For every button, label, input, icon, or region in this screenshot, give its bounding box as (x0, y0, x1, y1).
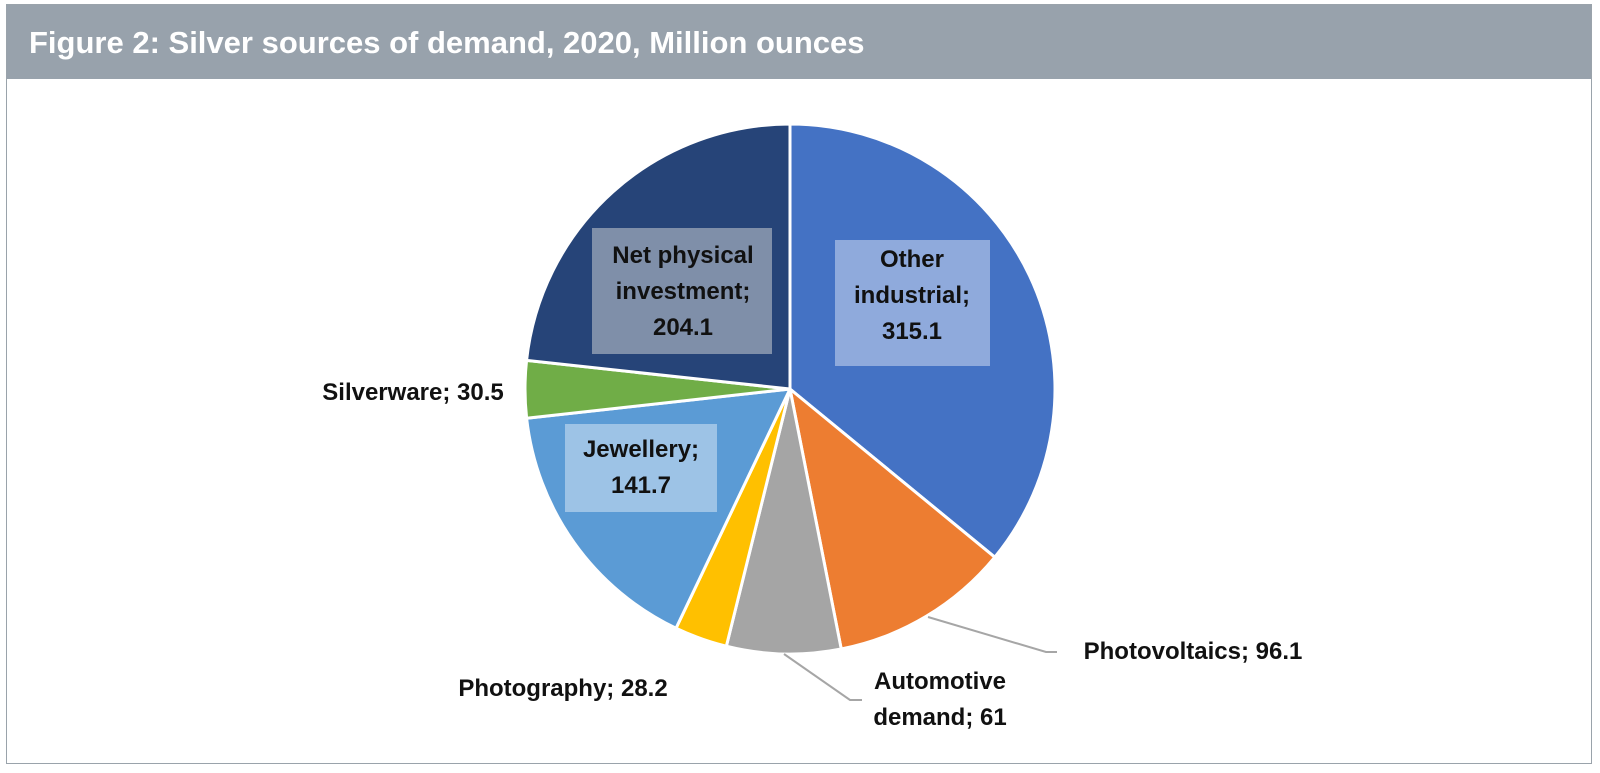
data-label-line: investment; (616, 278, 751, 305)
leader-lines-layer (783, 616, 1057, 701)
data-label-line: Photovoltaics; 96.1 (1084, 638, 1303, 665)
data-label-line: industrial; (854, 282, 970, 309)
chart-title: Figure 2: Silver sources of demand, 2020… (29, 25, 865, 60)
slices-layer (523, 122, 1057, 656)
data-label-line: Net physical (612, 242, 753, 269)
data-label-line: Jewellery; (583, 436, 699, 463)
data-label-line: 315.1 (882, 318, 942, 345)
leader-line-photovoltaics (927, 616, 1057, 653)
data-label-line: demand; 61 (873, 704, 1006, 731)
data-label-line: Photography; 28.2 (458, 675, 667, 702)
data-label-jewellery: Jewellery; 141.7 (583, 436, 699, 499)
data-label-automotive-demand: Automotive demand; 61 (873, 668, 1006, 731)
data-label-line: Silverware; 30.5 (322, 379, 503, 406)
data-label-net-physical-investment: Net physical investment; 204.1 (612, 242, 753, 341)
title-bar: Figure 2: Silver sources of demand, 2020… (7, 5, 1591, 79)
data-label-other-industrial: Other industrial; 315.1 (854, 246, 970, 345)
data-label-line: 141.7 (611, 472, 671, 499)
data-label-box-other-industrial (835, 240, 990, 366)
pie-slice-photovoltaics (788, 387, 997, 651)
labels-layer: Other industrial; 315.1 Photovoltaics; 96.1… (322, 228, 1302, 731)
data-label-line: 204.1 (653, 314, 713, 341)
data-label-photography: Photography; 28.2 (458, 675, 667, 702)
pie-slice-automotive-demand (724, 387, 843, 656)
data-label-line: Automotive (874, 668, 1006, 695)
data-label-silverware: Silverware; 30.5 (322, 379, 503, 406)
leader-line-automotive-demand (783, 653, 862, 701)
data-label-line: Other (880, 246, 944, 273)
data-label-box-net-physical-investment (592, 228, 772, 354)
data-label-box-jewellery (565, 424, 717, 512)
data-label-photovoltaics: Photovoltaics; 96.1 (1084, 638, 1303, 665)
